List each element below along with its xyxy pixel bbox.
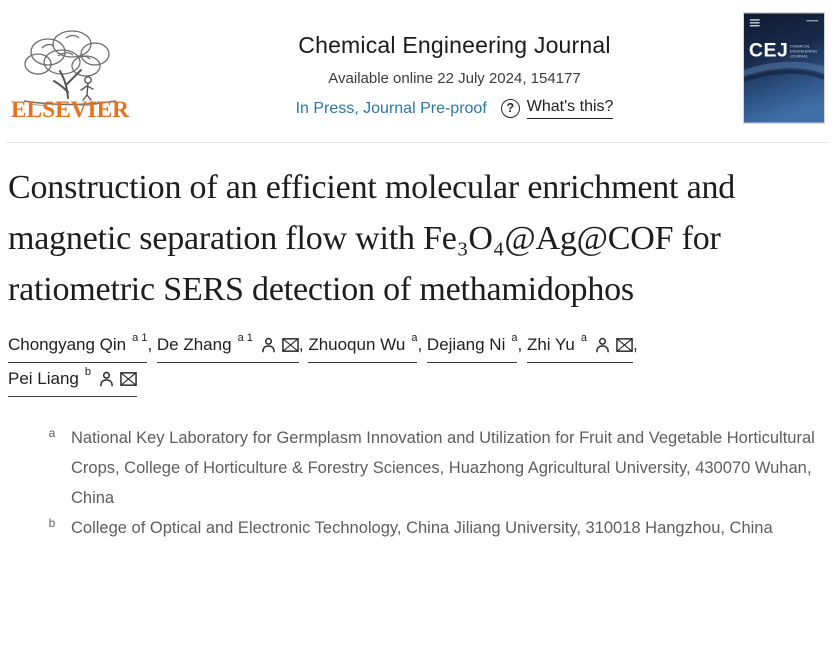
availability-text: Available online 22 July 2024, 154177 — [328, 70, 581, 87]
cover-name-line2: ENGINEERING — [790, 48, 817, 53]
cover-name-line1: CHEMICAL — [790, 44, 811, 49]
article-header: Construction of an efficient molecular e… — [0, 162, 835, 543]
author-item: Zhi Yu a, — [526, 332, 638, 363]
author-link[interactable]: Chongyang Qin a 1 — [8, 329, 148, 363]
affiliation-label: b — [48, 516, 56, 530]
author-name: Dejiang Ni — [426, 335, 506, 354]
author-item: Dejiang Ni a, — [426, 332, 527, 363]
article-title: Construction of an efficient molecular e… — [8, 169, 736, 308]
author-name: Pei Liang — [8, 369, 79, 388]
affiliation-item: b College of Optical and Electronic Techn… — [46, 513, 827, 543]
author-name: Chongyang Qin — [8, 335, 127, 354]
author-link[interactable]: Zhuoqun Wu a — [308, 329, 418, 363]
author-affiliation-superscript: a 1 — [237, 332, 253, 344]
author-link[interactable]: Pei Liang b — [8, 363, 138, 397]
author-name: Zhuoqun Wu — [308, 335, 406, 354]
journal-cover[interactable]: CEJ CHEMICAL ENGINEERING JOURNAL — [743, 12, 825, 124]
affiliation-text: National Key Laboratory for Germplasm In… — [71, 429, 815, 507]
question-mark-circle-icon: ? — [500, 99, 520, 118]
author-list: Chongyang Qin a 1, De Zhang a 1, Zhuoqun W… — [8, 329, 716, 397]
author-separator: , — [632, 335, 638, 354]
author-link[interactable]: Dejiang Ni a — [426, 329, 518, 363]
author-icons — [99, 371, 137, 387]
author-name: Zhi Yu — [526, 335, 575, 354]
author-separator: , — [298, 335, 309, 354]
author-separator: , — [517, 335, 527, 354]
author-icons — [595, 337, 633, 353]
cover-journal-abbrev: CEJ — [749, 39, 788, 61]
affiliation-item: a National Key Laboratory for Germplasm I… — [46, 423, 827, 513]
whats-this-link[interactable]: ? What's this? — [500, 98, 614, 119]
author-item: Chongyang Qin a 1, — [8, 332, 157, 363]
author-affiliation-superscript: b — [84, 366, 92, 378]
elsevier-wordmark: ELSEVIER — [11, 97, 129, 120]
author-icons — [261, 337, 299, 353]
envelope-icon — [616, 337, 633, 352]
author-separator: , — [417, 335, 427, 354]
elsevier-tree-logo: ELSEVIER — [11, 30, 129, 122]
author-affiliation-superscript: a 1 — [132, 332, 148, 344]
journal-header-info: Chemical Engineering Journal Available o… — [166, 10, 743, 119]
author-link[interactable]: De Zhang a 1 — [156, 329, 299, 363]
author-item: De Zhang a 1, — [156, 332, 309, 363]
affiliation-text: College of Optical and Electronic Techno… — [71, 519, 773, 537]
envelope-icon — [282, 337, 299, 352]
person-icon — [100, 371, 113, 386]
person-icon — [596, 337, 609, 352]
cover-name-line3: JOURNAL — [790, 53, 809, 58]
cover-publisher-mark — [749, 19, 819, 27]
envelope-icon — [120, 371, 137, 386]
author-item: Pei Liang b — [8, 366, 138, 397]
elsevier-logo[interactable]: ELSEVIER — [8, 10, 166, 125]
affiliation-label: a — [48, 426, 56, 440]
author-name: De Zhang — [156, 335, 232, 354]
author-link[interactable]: Zhi Yu a — [526, 329, 633, 363]
in-press-link[interactable]: In Press, Journal Pre-proof — [295, 99, 487, 117]
journal-title: Chemical Engineering Journal — [298, 32, 611, 58]
header-divider — [6, 142, 829, 143]
affiliation-list: a National Key Laboratory for Germplasm I… — [46, 423, 827, 543]
author-affiliation-superscript: a — [511, 332, 518, 344]
person-icon — [261, 337, 275, 352]
author-affiliation-superscript: a — [411, 332, 418, 344]
page-header: ELSEVIER Chemical Engineering Journal Av… — [0, 0, 835, 142]
author-affiliation-superscript: a — [580, 332, 587, 344]
whats-this-label: What's this? — [526, 98, 614, 119]
author-item: Zhuoqun Wu a, — [308, 332, 427, 363]
author-separator: , — [147, 335, 157, 354]
